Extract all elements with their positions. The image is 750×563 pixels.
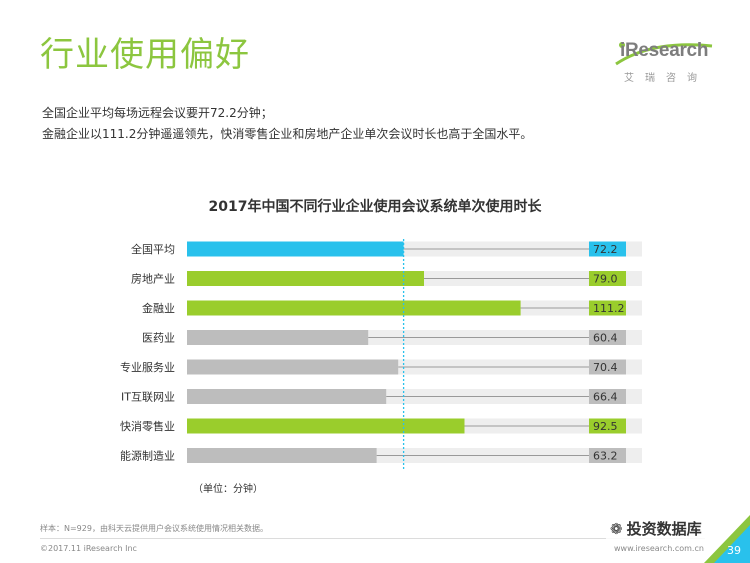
value-label-box xyxy=(589,448,626,463)
value-label-box xyxy=(589,418,626,434)
chart-title: 2017年中国不同行业企业使用会议系统单次使用时长 xyxy=(208,199,542,215)
value-label-box xyxy=(589,359,626,375)
value-label-box xyxy=(589,300,626,316)
bar xyxy=(187,330,369,345)
wechat-icon: ❁ xyxy=(610,520,623,538)
page-number: 39 xyxy=(727,544,741,557)
value-label: 66.4 xyxy=(593,391,618,404)
brand-swoosh-icon xyxy=(615,42,713,66)
category-label: 专业服务业 xyxy=(120,360,175,374)
category-label: 全国平均 xyxy=(131,242,175,256)
brand-name: iResearch xyxy=(620,40,709,61)
unit-label: （单位：分钟） xyxy=(193,484,263,495)
page-title: 行业使用偏好 xyxy=(40,35,250,75)
intro-text: 全国企业平均每场远程会议要开72.2分钟； 金融企业以111.2分钟遥遥领先，快… xyxy=(42,103,532,145)
value-label-box xyxy=(589,389,626,404)
value-label: 79.0 xyxy=(593,273,618,286)
value-label-box xyxy=(589,271,626,286)
bar xyxy=(187,389,387,404)
category-label: 医药业 xyxy=(142,332,175,345)
watermark: ❁ 投资数据库 xyxy=(606,516,708,541)
watermark-text: 投资数据库 xyxy=(626,520,702,538)
value-label-box xyxy=(589,241,626,257)
sample-note: 样本：N=929，由科天云提供用户会议系统使用情况相关数据。 xyxy=(40,524,268,533)
copyright: ©2017.11 iResearch Inc xyxy=(40,544,137,553)
value-label: 92.5 xyxy=(593,420,618,433)
corner-decoration xyxy=(704,515,750,563)
value-label: 60.4 xyxy=(593,332,618,345)
value-label-box xyxy=(589,330,626,345)
bar xyxy=(187,300,521,316)
bar xyxy=(187,418,465,434)
value-label: 70.4 xyxy=(593,361,618,374)
category-label: 房地产业 xyxy=(131,272,175,286)
brand-subtitle: 艾瑞咨询 xyxy=(624,73,708,84)
intro-line-1: 全国企业平均每场远程会议要开72.2分钟； xyxy=(42,106,273,120)
category-label: 金融业 xyxy=(142,301,175,315)
bar xyxy=(187,359,399,375)
brand-logo: iResearch 艾瑞咨询 xyxy=(612,38,722,88)
category-label: 快消零售业 xyxy=(120,419,175,433)
value-label: 111.2 xyxy=(593,302,625,315)
website-link[interactable]: www.iresearch.com.cn xyxy=(614,544,704,553)
intro-line-2: 金融企业以111.2分钟遥遥领先，快消零售企业和房地产企业单次会议时长也高于全国… xyxy=(42,127,533,141)
footer-divider xyxy=(40,538,705,539)
category-label: IT互联网业 xyxy=(121,391,175,404)
value-label: 63.2 xyxy=(593,450,618,463)
bar xyxy=(187,241,404,257)
bar xyxy=(187,271,424,286)
bar xyxy=(187,448,377,463)
value-label: 72.2 xyxy=(593,243,618,256)
category-label: 能源制造业 xyxy=(120,449,175,463)
